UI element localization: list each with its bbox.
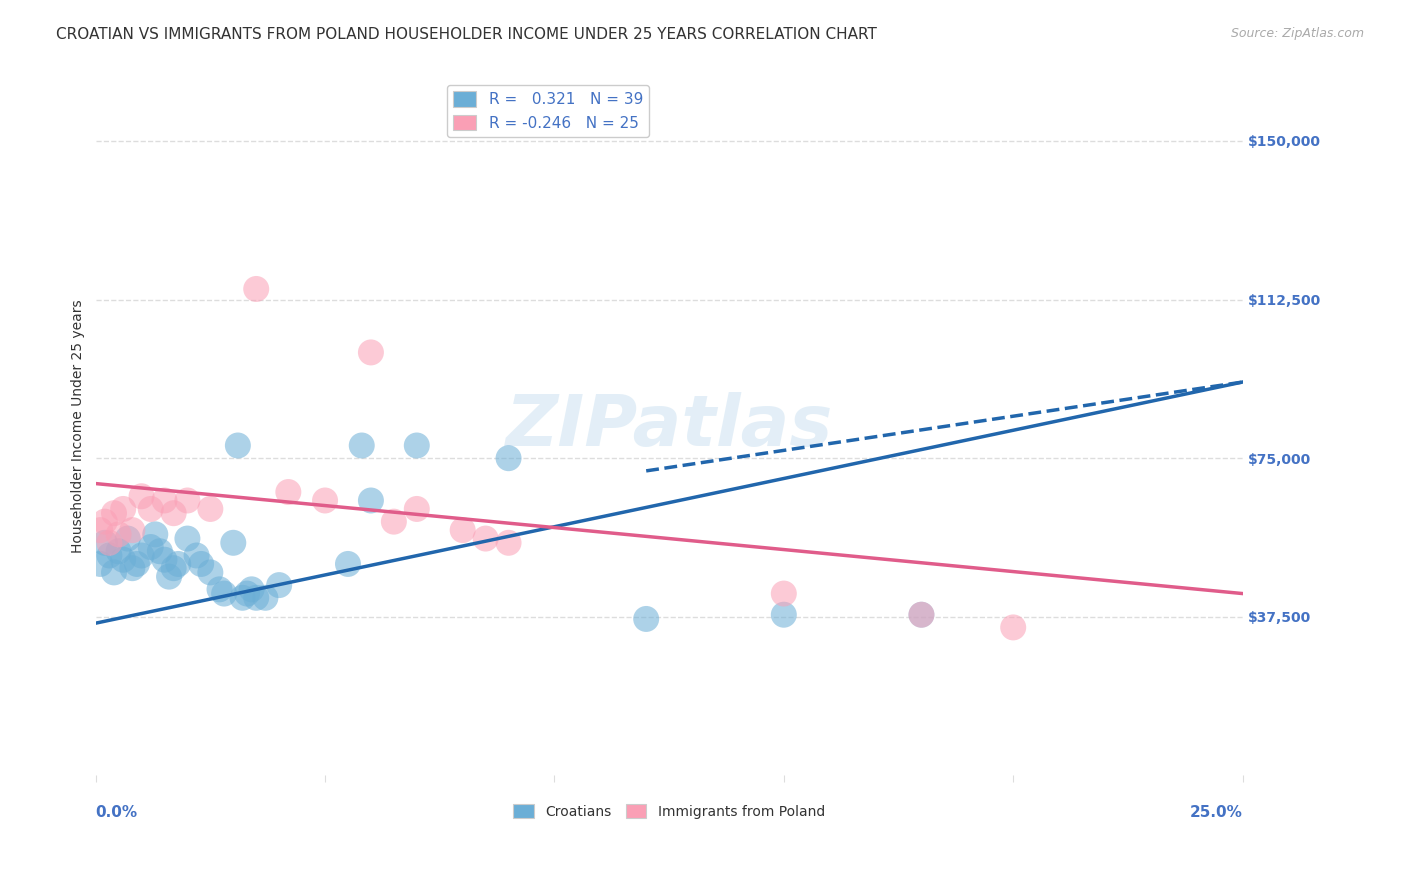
Point: [131, 489, 153, 503]
Point: [314, 493, 336, 508]
Point: [121, 561, 143, 575]
Point: [231, 591, 253, 605]
Point: [222, 536, 245, 550]
Point: [240, 582, 263, 597]
Point: [772, 586, 794, 600]
Point: [149, 544, 172, 558]
Point: [139, 540, 162, 554]
Point: [89, 523, 111, 537]
Point: [1002, 620, 1025, 634]
Point: [360, 345, 382, 359]
Point: [153, 552, 176, 566]
Point: [94, 536, 117, 550]
Point: [190, 557, 212, 571]
Point: [277, 485, 299, 500]
Point: [153, 493, 176, 508]
Point: [176, 493, 198, 508]
Point: [910, 607, 932, 622]
Point: [212, 586, 235, 600]
Point: [107, 544, 129, 558]
Point: [910, 607, 932, 622]
Point: [336, 557, 359, 571]
Point: [176, 532, 198, 546]
Point: [167, 557, 190, 571]
Point: [107, 527, 129, 541]
Point: [382, 515, 405, 529]
Point: [157, 569, 180, 583]
Point: [254, 591, 277, 605]
Point: [139, 502, 162, 516]
Point: [498, 536, 520, 550]
Point: [121, 523, 143, 537]
Point: [360, 493, 382, 508]
Text: 25.0%: 25.0%: [1189, 805, 1243, 821]
Point: [186, 549, 208, 563]
Point: [405, 438, 427, 452]
Point: [236, 586, 259, 600]
Point: [117, 532, 139, 546]
Point: [451, 523, 474, 537]
Legend: Croatians, Immigrants from Poland: Croatians, Immigrants from Poland: [508, 798, 831, 824]
Text: CROATIAN VS IMMIGRANTS FROM POLAND HOUSEHOLDER INCOME UNDER 25 YEARS CORRELATION: CROATIAN VS IMMIGRANTS FROM POLAND HOUSE…: [56, 27, 877, 42]
Point: [163, 561, 186, 575]
Point: [200, 502, 222, 516]
Point: [636, 612, 658, 626]
Point: [163, 506, 186, 520]
Point: [131, 549, 153, 563]
Point: [245, 282, 267, 296]
Point: [98, 549, 121, 563]
Text: 0.0%: 0.0%: [96, 805, 138, 821]
Y-axis label: Householder Income Under 25 years: Householder Income Under 25 years: [72, 300, 86, 553]
Point: [98, 536, 121, 550]
Point: [112, 552, 135, 566]
Point: [143, 527, 166, 541]
Point: [226, 438, 249, 452]
Point: [103, 506, 125, 520]
Point: [112, 502, 135, 516]
Point: [125, 557, 148, 571]
Point: [350, 438, 373, 452]
Point: [208, 582, 231, 597]
Point: [103, 566, 125, 580]
Point: [405, 502, 427, 516]
Point: [89, 557, 111, 571]
Text: ZIPatlas: ZIPatlas: [505, 392, 832, 461]
Point: [269, 578, 291, 592]
Point: [474, 532, 496, 546]
Text: Source: ZipAtlas.com: Source: ZipAtlas.com: [1230, 27, 1364, 40]
Point: [245, 591, 267, 605]
Point: [200, 566, 222, 580]
Point: [772, 607, 794, 622]
Point: [94, 515, 117, 529]
Point: [498, 451, 520, 466]
